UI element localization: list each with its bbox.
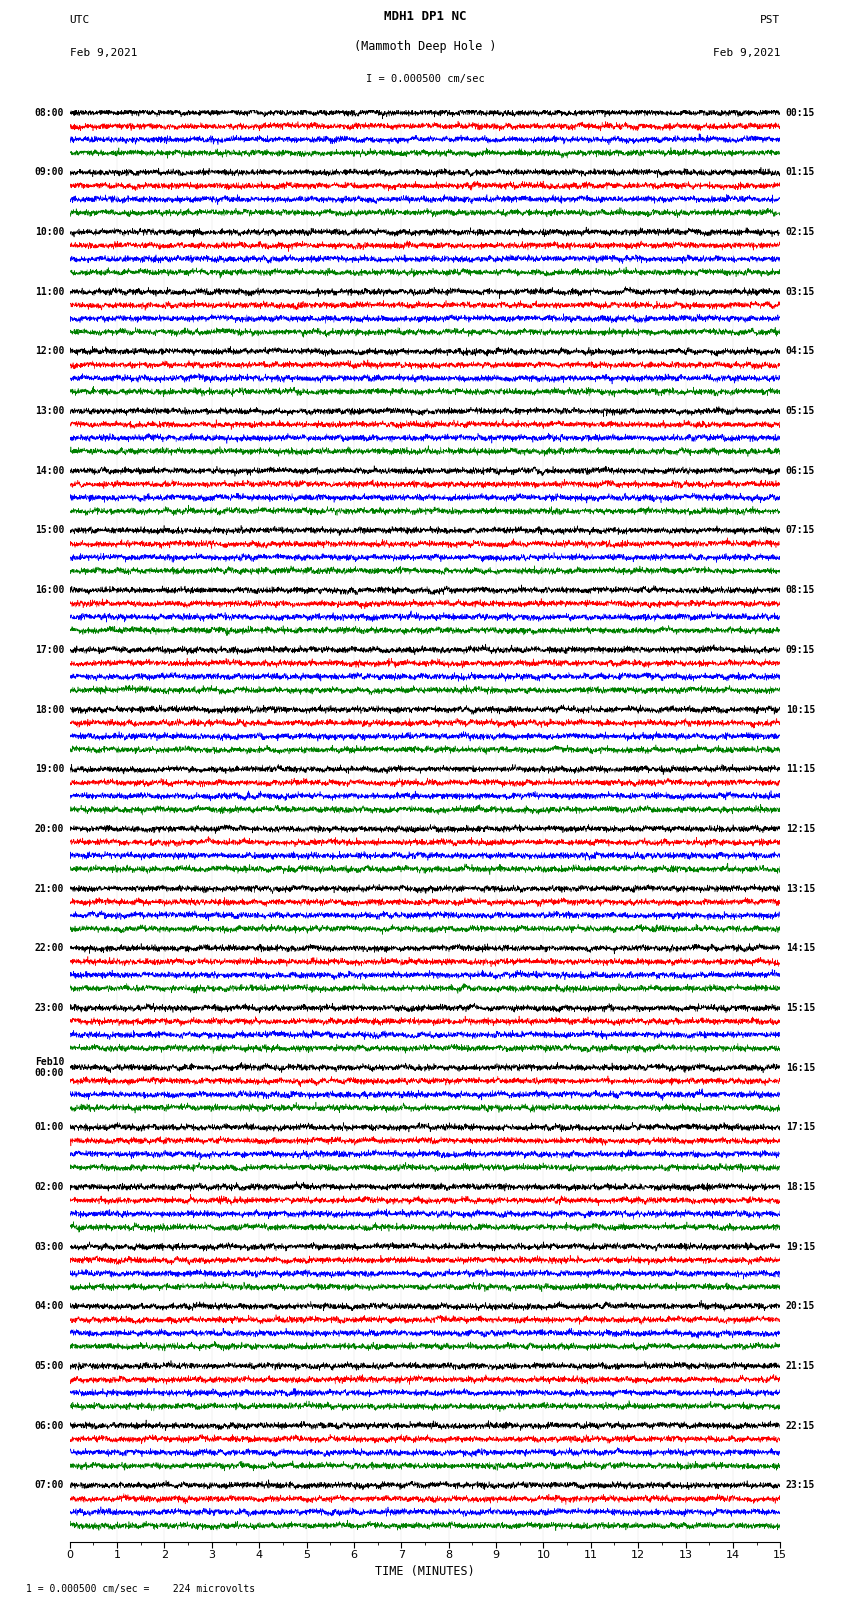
Text: 21:00: 21:00 <box>35 884 64 894</box>
Text: 22:00: 22:00 <box>35 944 64 953</box>
Text: 06:15: 06:15 <box>786 466 815 476</box>
Text: 22:15: 22:15 <box>786 1421 815 1431</box>
Text: 20:00: 20:00 <box>35 824 64 834</box>
Text: UTC: UTC <box>70 15 90 24</box>
Text: 18:15: 18:15 <box>786 1182 815 1192</box>
Text: Feb10
00:00: Feb10 00:00 <box>35 1057 64 1079</box>
Text: 05:00: 05:00 <box>35 1361 64 1371</box>
Text: Feb 9,2021: Feb 9,2021 <box>70 48 137 58</box>
Text: 06:00: 06:00 <box>35 1421 64 1431</box>
Text: 10:15: 10:15 <box>786 705 815 715</box>
Text: 17:15: 17:15 <box>786 1123 815 1132</box>
Text: 18:00: 18:00 <box>35 705 64 715</box>
Text: 07:00: 07:00 <box>35 1481 64 1490</box>
Text: Feb 9,2021: Feb 9,2021 <box>713 48 780 58</box>
Text: 09:15: 09:15 <box>786 645 815 655</box>
Text: 02:00: 02:00 <box>35 1182 64 1192</box>
Text: 20:15: 20:15 <box>786 1302 815 1311</box>
Text: 08:15: 08:15 <box>786 586 815 595</box>
Text: 1 = 0.000500 cm/sec =    224 microvolts: 1 = 0.000500 cm/sec = 224 microvolts <box>26 1584 255 1594</box>
Text: 05:15: 05:15 <box>786 406 815 416</box>
Text: 07:15: 07:15 <box>786 526 815 536</box>
Text: 04:15: 04:15 <box>786 347 815 356</box>
Text: 12:00: 12:00 <box>35 347 64 356</box>
Text: 13:15: 13:15 <box>786 884 815 894</box>
Text: PST: PST <box>760 15 780 24</box>
Text: 23:15: 23:15 <box>786 1481 815 1490</box>
Text: 23:00: 23:00 <box>35 1003 64 1013</box>
Text: 08:00: 08:00 <box>35 108 64 118</box>
Text: 15:00: 15:00 <box>35 526 64 536</box>
Text: 13:00: 13:00 <box>35 406 64 416</box>
Text: 19:15: 19:15 <box>786 1242 815 1252</box>
Text: MDH1 DP1 NC: MDH1 DP1 NC <box>383 10 467 23</box>
Text: 11:00: 11:00 <box>35 287 64 297</box>
Text: 16:00: 16:00 <box>35 586 64 595</box>
Text: 03:00: 03:00 <box>35 1242 64 1252</box>
Text: 14:00: 14:00 <box>35 466 64 476</box>
Text: 00:15: 00:15 <box>786 108 815 118</box>
Text: I = 0.000500 cm/sec: I = 0.000500 cm/sec <box>366 74 484 84</box>
Text: 01:00: 01:00 <box>35 1123 64 1132</box>
Text: 19:00: 19:00 <box>35 765 64 774</box>
X-axis label: TIME (MINUTES): TIME (MINUTES) <box>375 1565 475 1578</box>
Text: (Mammoth Deep Hole ): (Mammoth Deep Hole ) <box>354 40 496 53</box>
Text: 09:00: 09:00 <box>35 168 64 177</box>
Text: 11:15: 11:15 <box>786 765 815 774</box>
Text: 03:15: 03:15 <box>786 287 815 297</box>
Text: 16:15: 16:15 <box>786 1063 815 1073</box>
Text: 12:15: 12:15 <box>786 824 815 834</box>
Text: 15:15: 15:15 <box>786 1003 815 1013</box>
Text: 17:00: 17:00 <box>35 645 64 655</box>
Text: 14:15: 14:15 <box>786 944 815 953</box>
Text: 01:15: 01:15 <box>786 168 815 177</box>
Text: 02:15: 02:15 <box>786 227 815 237</box>
Text: 04:00: 04:00 <box>35 1302 64 1311</box>
Text: 21:15: 21:15 <box>786 1361 815 1371</box>
Text: 10:00: 10:00 <box>35 227 64 237</box>
